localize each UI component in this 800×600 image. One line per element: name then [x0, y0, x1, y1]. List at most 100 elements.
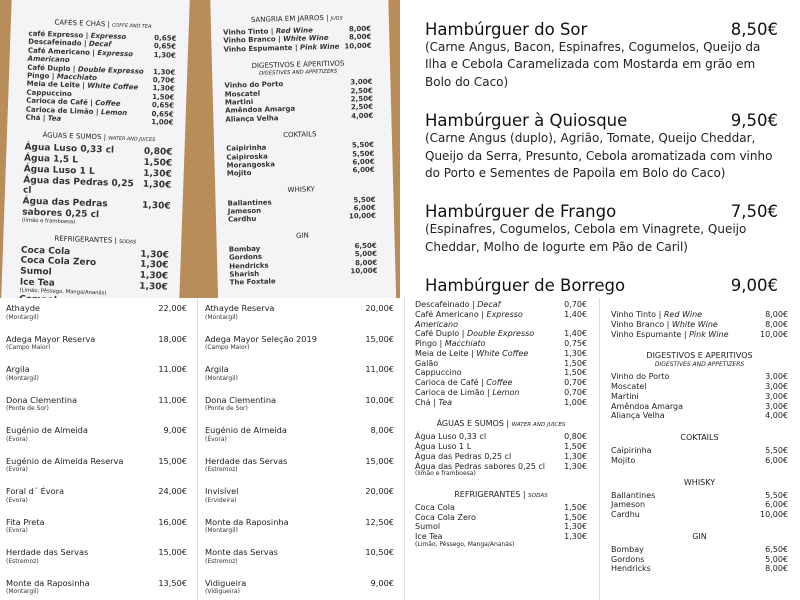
item-name: Moscatel — [611, 382, 647, 391]
item-price: 0,70€ — [564, 378, 587, 387]
wine-item: Monte da Raposinha 12,50€ (Montargil) — [205, 517, 394, 549]
item-price: 5,50€ — [765, 446, 788, 455]
menu-section: Descafeinado | Decaf 0,70€ Café Americano … — [415, 300, 587, 407]
item-name-english: Coffee — [486, 378, 513, 387]
wine-row: Invisível 20,00€ — [205, 486, 394, 497]
item-price: 0,70€ — [564, 387, 587, 397]
item-name-english: Pink Wine — [689, 329, 729, 339]
item-name: Água Luso 0,33 cl — [415, 432, 487, 442]
item-name: Chá — [25, 113, 41, 122]
section-subtitle: DIGESTIVES AND APPETIZERS — [654, 361, 745, 369]
item-price: 1,00€ — [151, 117, 174, 127]
item-name: Hendricks — [611, 564, 651, 574]
wine-item: Vidigueira 9,00€ (Vidigueira) — [205, 577, 394, 600]
wine-price: 13,50€ — [158, 577, 187, 588]
item-price: 8,00€ — [765, 564, 788, 574]
item-label: Sumol — [415, 522, 440, 532]
item-label: Descafeinado | Decaf — [415, 300, 501, 309]
item-name: Meia de Leite — [415, 348, 469, 358]
item-label: Gordons — [611, 555, 644, 565]
item-name: Amêndoa Amarga — [611, 401, 683, 411]
menu-item: Ballantines 5,50€ — [611, 491, 788, 501]
wine-row: Athayde Reserva 20,00€ — [205, 303, 394, 314]
item-label: Chá | Tea — [25, 113, 62, 123]
item-name: Vinho Espumante — [223, 43, 293, 54]
item-name-english: Tea — [47, 114, 62, 123]
wine-item: Adega Mayor Seleção 2019 15,00€ (Campo Mai… — [205, 333, 394, 366]
wine-price: 11,00€ — [158, 364, 187, 374]
wine-name: Athayde Reserva — [205, 303, 275, 313]
item-price: 5,00€ — [765, 554, 788, 564]
item-name: Hendricks — [229, 261, 269, 271]
item-price: 1,30€ — [142, 179, 172, 191]
wine-item: Eugénio de Almeida Reserva 15,00€ (Evora) — [6, 455, 187, 488]
wine-region: (Evora) — [6, 527, 28, 535]
item-name: Ballantines — [227, 198, 272, 208]
wine-region: (Campo Maior) — [6, 344, 51, 352]
item-name: Coca Cola Zero — [415, 512, 476, 522]
section-title: WHISKY — [611, 478, 788, 487]
menu-item: Chá | Tea 1,00€ — [415, 398, 587, 408]
menu-section: DIGESTIVOS E APERITIVOS DIGESTIVES AND AP… — [611, 351, 788, 421]
item-label: Água das Pedras sabores 0,25 cl — [415, 462, 545, 472]
item-label: Galão — [415, 359, 438, 369]
item-price: 1,40€ — [564, 329, 587, 339]
item-label: Café Americano | Expresso Americano — [415, 309, 523, 329]
item-label: Chá | Tea — [415, 397, 453, 407]
burger-description: (Espinafres, Cogumelos, Cebola em Vinagr… — [425, 222, 747, 254]
section-title: GIN — [228, 230, 376, 242]
item-name: Água Luso 1 L — [415, 442, 472, 451]
menu-item: Carioca de Limão | Lemon 0,70€ — [415, 388, 587, 398]
wine-row: Herdade das Servas 15,00€ — [6, 547, 187, 558]
item-label: Hendricks — [611, 564, 651, 574]
menu-section: GIN Bombay 6,50€ Gordons 5,00€ Hendricks 8,00€… — [228, 230, 378, 288]
item-name: Chá — [415, 397, 431, 407]
item-price: 10,00€ — [350, 266, 378, 276]
wine-region: (Vidigueira) — [205, 588, 240, 596]
wine-name: Monte da Raposinha — [6, 577, 90, 588]
wine-price: 24,00€ — [158, 486, 187, 496]
burger-name: Hambúrguer de Borrego — [425, 276, 626, 296]
wine-name: Argila — [6, 364, 30, 374]
wine-item: Adega Mayor Reserva 18,00€ (Campo Maior) — [6, 334, 187, 366]
item-price: 1,30€ — [564, 522, 587, 532]
wine-price: 20,00€ — [365, 303, 394, 313]
item-name: Aliança Velha — [611, 411, 665, 421]
wine-item: Eugénio de Almeida 9,00€ (Evora) — [6, 425, 187, 457]
wine-price: 16,00€ — [158, 516, 187, 527]
menu-section: WHISKY Ballantines 5,50€ Jameson 6,00€ Cardhu… — [227, 183, 376, 224]
section-title: COKTAILS — [611, 433, 788, 442]
item-label: Martini — [611, 392, 639, 402]
wine-row: Vidigueira 9,00€ — [205, 577, 394, 589]
menu-paper: CAFÉS E CHÁS | COFFE AND TEA café Express… — [0, 0, 190, 298]
section-subtitle: SODAS — [118, 238, 137, 246]
item-label: Coca Cola — [415, 503, 455, 513]
item-name: Sharish — [229, 269, 260, 279]
item-note: (limão e framboesa) — [415, 470, 476, 478]
item-name-english: Decaf — [477, 300, 501, 309]
wine-region: (Montargil) — [6, 374, 39, 382]
burger-header: Hambúrguer de Borrego 9,00€ — [425, 276, 778, 295]
wine-region: (Estremoz) — [205, 557, 238, 565]
wine-region: (Campo Maior) — [205, 344, 250, 352]
wine-item: Foral d´ Évora 24,00€ (Evora) — [6, 486, 187, 518]
item-price: 8,00€ — [765, 310, 788, 319]
wine-price: 15,00€ — [158, 455, 187, 466]
menu-item: Meia de Leite | White Coffee 1,30€ — [415, 349, 587, 359]
wine-row: Monte da Raposinha 12,50€ — [205, 517, 394, 528]
wine-row: Argila 11,00€ — [205, 364, 394, 375]
burger-price: 7,50€ — [730, 202, 778, 222]
item-name: Vinho Espumante — [611, 329, 682, 339]
wine-price: 11,00€ — [365, 364, 394, 374]
wine-name: Vidigueira — [205, 577, 247, 588]
menu-item: Hendricks 8,00€ — [611, 564, 788, 574]
burger-item: Hambúrguer de Borrego 9,00€ — [425, 276, 778, 295]
drinks-menu-d: Vinho Tinto | Red Wine 8,00€ Vinho Branco … — [601, 298, 800, 600]
wine-name: Herdade das Servas — [205, 455, 288, 466]
wine-item: Monte da Raposinha 13,50€ (Montargil) — [6, 577, 187, 600]
section-subtitle: JUGS — [330, 15, 343, 22]
item-name: Martini — [224, 97, 254, 107]
menu-item: Café Americano | Expresso Americano 1,40€ — [415, 310, 587, 330]
wine-price: 15,00€ — [365, 333, 394, 344]
wine-item: Herdade das Servas 15,00€ (Estremoz) — [205, 455, 394, 488]
